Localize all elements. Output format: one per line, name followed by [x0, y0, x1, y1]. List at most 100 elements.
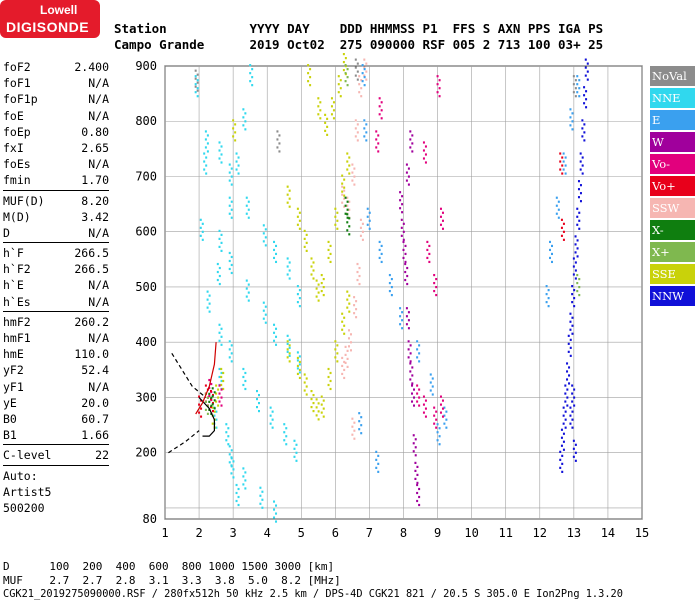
- data-point-nne: [230, 472, 233, 475]
- data-point-e: [418, 344, 421, 347]
- data-point-sse: [327, 240, 330, 244]
- data-point-sse: [320, 411, 323, 414]
- data-point-sse: [341, 190, 344, 193]
- data-point-nne: [215, 418, 218, 421]
- data-point-e: [378, 256, 381, 260]
- data-point-nnw: [577, 180, 580, 183]
- data-point-vo: [428, 260, 431, 264]
- data-point-nne: [273, 248, 276, 252]
- data-point-x: [578, 293, 581, 297]
- data-point-nnw: [562, 422, 565, 425]
- data-point-w: [400, 226, 403, 229]
- data-point-vo: [435, 426, 438, 429]
- data-point-sse: [329, 371, 332, 375]
- data-point-nnw: [585, 90, 588, 93]
- data-point-nne: [206, 142, 209, 145]
- data-point-sse: [348, 310, 351, 313]
- data-point-w: [411, 134, 414, 137]
- data-point-nnw: [574, 277, 577, 280]
- param-label: fmin: [3, 173, 31, 188]
- data-point-sse: [303, 245, 306, 248]
- data-point-w: [416, 483, 419, 487]
- data-point-w: [413, 396, 416, 399]
- data-point-nnw: [572, 455, 575, 458]
- data-point-sse: [234, 139, 237, 142]
- data-point-nnw: [578, 219, 581, 222]
- data-point-sse: [317, 283, 320, 286]
- data-point-nne: [220, 249, 223, 252]
- data-point-vo: [378, 105, 381, 108]
- data-point-noval: [194, 69, 197, 72]
- data-point-nnw: [571, 293, 574, 296]
- data-point-e: [363, 135, 366, 138]
- x-tick-label: 14: [601, 526, 615, 540]
- data-point-nne: [264, 321, 267, 324]
- x-tick-label: 13: [567, 526, 581, 540]
- data-point-e: [569, 108, 572, 111]
- param-row-hme: hmE 110.0: [3, 346, 109, 362]
- data-point-w: [411, 150, 414, 153]
- data-point-vo: [433, 406, 436, 409]
- data-point-nnw: [564, 392, 567, 395]
- param-label: C-level: [3, 448, 52, 463]
- data-point-w: [406, 266, 409, 270]
- data-point-nne: [225, 439, 228, 442]
- data-point-ssw: [347, 337, 350, 340]
- data-point-sse: [217, 404, 220, 407]
- data-point-e: [571, 128, 574, 131]
- data-point-w: [400, 218, 403, 221]
- data-point-x: [213, 391, 216, 394]
- data-point-nne: [218, 141, 221, 144]
- data-point-nne: [249, 80, 252, 83]
- data-point-nne: [230, 263, 233, 267]
- data-point-w: [414, 454, 417, 457]
- param-value: 0.80: [81, 124, 109, 139]
- data-point-w: [404, 252, 407, 256]
- data-point-e: [363, 68, 366, 71]
- data-point-sse: [324, 129, 327, 132]
- data-point-vo: [380, 109, 383, 112]
- data-point-vo: [375, 130, 378, 133]
- data-point-nnw: [562, 448, 565, 451]
- data-point-nne: [204, 146, 207, 149]
- data-point-nne: [225, 423, 228, 426]
- data-point-noval: [356, 62, 359, 65]
- data-point-ssw: [347, 329, 350, 332]
- data-point-e: [571, 112, 574, 115]
- data-point-nne: [228, 461, 231, 464]
- data-point-ssw: [356, 139, 359, 142]
- data-point-e: [555, 212, 558, 215]
- data-point-ssw: [353, 175, 356, 178]
- data-point-vo: [198, 395, 201, 398]
- data-point-w: [405, 315, 408, 318]
- data-point-vo: [380, 101, 383, 104]
- data-point-w: [409, 378, 412, 381]
- data-point-sse: [336, 344, 339, 347]
- data-point-nne: [261, 506, 264, 509]
- data-point-sse: [346, 306, 349, 309]
- param-row-foes: foEs N/A: [3, 156, 109, 172]
- param-label: yE: [3, 395, 17, 410]
- data-point-w: [407, 167, 410, 170]
- data-point-sse: [344, 57, 347, 60]
- data-point-vo: [422, 395, 425, 398]
- data-point-sse: [310, 397, 313, 401]
- data-point-nne: [275, 335, 278, 338]
- data-point-nnw: [573, 404, 576, 407]
- data-point-nne: [220, 153, 223, 156]
- data-point-sse: [343, 324, 346, 327]
- data-point-sse: [341, 320, 344, 323]
- data-point-nne: [244, 371, 247, 375]
- data-point-e: [569, 116, 572, 119]
- data-point-nne: [244, 387, 247, 391]
- data-point-nne: [218, 266, 221, 270]
- data-point-nnw: [567, 350, 570, 353]
- data-point-nnw: [568, 366, 571, 369]
- param-value: N/A: [88, 92, 109, 107]
- param-label: B1: [3, 428, 17, 443]
- data-point-e: [445, 410, 448, 413]
- data-point-w: [407, 311, 410, 314]
- digisonde-logo: Lowell DIGISONDE: [0, 0, 100, 40]
- data-point-nnw: [573, 289, 576, 292]
- data-point-x: [208, 400, 211, 403]
